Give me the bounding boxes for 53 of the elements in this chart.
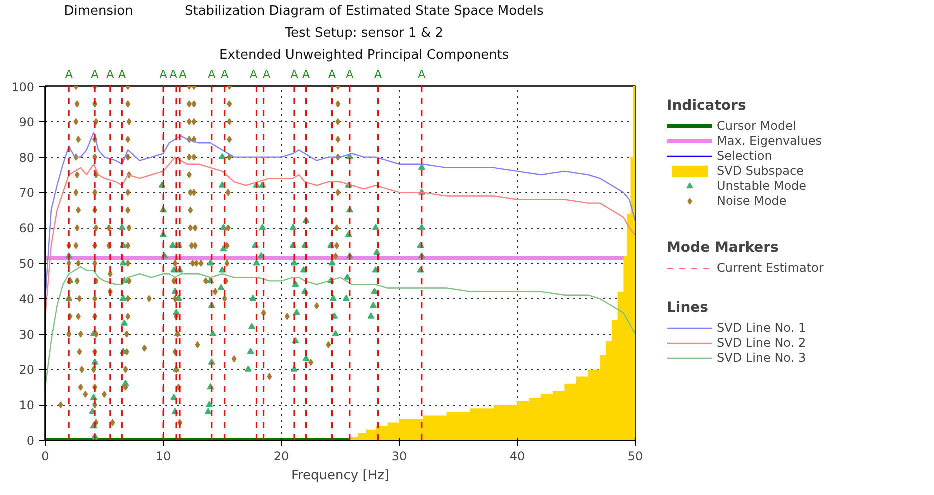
y-tick-label: 40 bbox=[19, 292, 35, 306]
x-tick-label: 0 bbox=[42, 450, 50, 464]
y-tick-label: 20 bbox=[19, 363, 35, 378]
y-tick-label: 30 bbox=[19, 328, 35, 342]
legend-title: Indicators bbox=[667, 98, 748, 114]
ref-line-label: A bbox=[263, 68, 272, 81]
y-tick-label: 80 bbox=[19, 150, 35, 165]
ref-line-label: A bbox=[170, 68, 178, 81]
x-axis-title: Frequency [Hz] bbox=[291, 468, 390, 484]
legend-label: SVD Line No. 2 bbox=[717, 336, 806, 350]
text: Mode Markers bbox=[667, 240, 780, 256]
legend-label: Max. Eigenvalues bbox=[717, 134, 822, 148]
y-tick-label: 60 bbox=[19, 222, 35, 236]
chart-subtitle: Test Setup: sensor 1 & 2 Extended Unweighted Principal Components bbox=[220, 26, 510, 63]
legend-label: Selection bbox=[717, 149, 772, 163]
text: Lines bbox=[667, 300, 710, 316]
line-series bbox=[46, 156, 636, 318]
ref-line-label: A bbox=[302, 68, 311, 81]
ref-line-label: A bbox=[346, 68, 354, 81]
line-series bbox=[46, 132, 636, 300]
ref-line-label: A bbox=[418, 68, 426, 81]
ref-line-label: A bbox=[290, 68, 299, 81]
ref-line-label: A bbox=[91, 68, 100, 81]
ref-line-label: A bbox=[160, 68, 168, 81]
x-tick-label: 30 bbox=[392, 450, 408, 464]
ref-line-label: A bbox=[374, 68, 382, 81]
ref-line-label: A bbox=[65, 68, 74, 81]
y-tick-label: 50 bbox=[19, 257, 35, 271]
ref-line-label: A bbox=[221, 68, 230, 81]
y-tick-label: 100 bbox=[12, 80, 34, 94]
legend-label: Noise Mode bbox=[717, 194, 787, 208]
ref-line-label: A bbox=[118, 68, 126, 81]
chart-title: Stabilization Diagram of Estimated State Space Models bbox=[184, 4, 544, 19]
ref-line-label: A bbox=[328, 68, 336, 81]
x-tick-label: 20 bbox=[274, 450, 290, 464]
ref-line-label: A bbox=[179, 68, 188, 81]
y-tick-label: 70 bbox=[19, 186, 35, 200]
y-tick-label: 10 bbox=[19, 398, 35, 413]
y-axis-title: Dimension bbox=[64, 4, 134, 19]
y-tick-label: 90 bbox=[19, 115, 35, 130]
legend-label: Unstable Mode bbox=[717, 179, 807, 193]
legend-label: SVD Line No. 3 bbox=[717, 351, 806, 365]
y-tick-label: 0 bbox=[26, 434, 35, 448]
legend-label: SVD Subspace bbox=[717, 164, 804, 178]
legend-label: SVD Line No. 1 bbox=[717, 321, 806, 335]
ref-line-label: A bbox=[106, 68, 115, 81]
text: Current Estimator bbox=[717, 261, 824, 275]
ref-line-label: A bbox=[208, 68, 216, 81]
x-tick-label: 10 bbox=[156, 450, 172, 464]
x-tick-label: 40 bbox=[510, 450, 526, 464]
ref-line-label: A bbox=[250, 68, 258, 81]
legend-label: Cursor Model bbox=[717, 119, 796, 133]
x-tick-label: 50 bbox=[628, 450, 644, 464]
